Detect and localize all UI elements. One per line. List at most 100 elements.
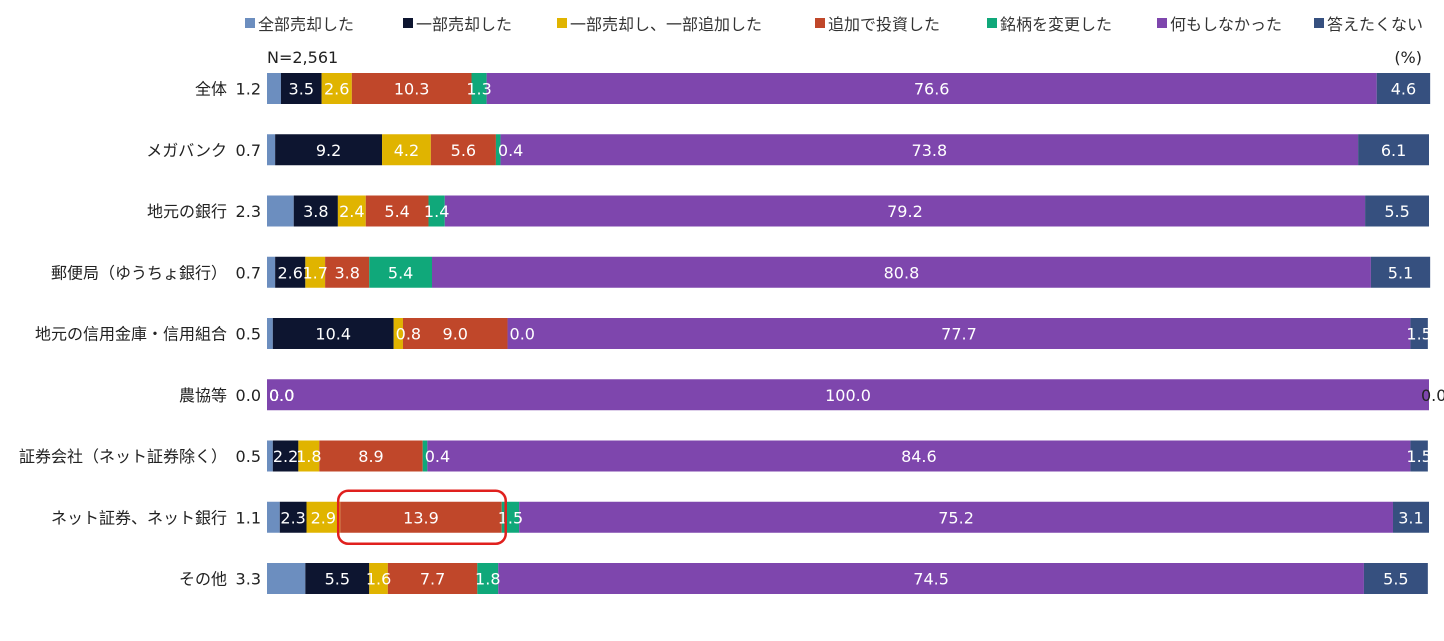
data-label: 0.0 bbox=[236, 386, 261, 405]
bar-segment bbox=[393, 318, 403, 349]
bar-segment bbox=[1410, 440, 1428, 472]
bar-segment bbox=[432, 256, 1371, 288]
bar-segment bbox=[495, 134, 501, 166]
bar-segment bbox=[1363, 563, 1428, 594]
bar-segment bbox=[319, 440, 423, 472]
bars bbox=[267, 73, 1431, 594]
bar-segment bbox=[321, 73, 352, 104]
data-label: 0.7 bbox=[236, 263, 261, 282]
category-label: 郵便局（ゆうちょ銀行） bbox=[51, 263, 227, 282]
data-label: 0.4 bbox=[425, 447, 450, 466]
category-label: 証券会社（ネット証券除く） bbox=[19, 447, 227, 466]
bar-segment bbox=[340, 501, 502, 533]
bar-segment bbox=[428, 195, 445, 227]
bar-segment bbox=[1358, 134, 1429, 166]
bar-segment bbox=[325, 256, 370, 288]
bar-segment bbox=[267, 501, 280, 533]
data-label: 2.3 bbox=[236, 202, 261, 221]
bar-segment bbox=[402, 318, 508, 349]
data-label: 84.6 bbox=[901, 447, 937, 466]
bar-segment bbox=[279, 501, 307, 533]
data-label: 6.1 bbox=[1381, 141, 1406, 160]
bar-segment bbox=[430, 134, 496, 166]
bar-segment bbox=[486, 73, 1377, 104]
bar-segment bbox=[267, 318, 273, 349]
data-label: 2.4 bbox=[339, 202, 364, 221]
bar-segment bbox=[365, 195, 429, 227]
data-label: 80.8 bbox=[884, 263, 920, 282]
legend-label: 答えたくない bbox=[1327, 15, 1423, 34]
data-label: 3.1 bbox=[1398, 508, 1423, 527]
category-label: 全体 bbox=[195, 80, 227, 99]
bar-segment bbox=[305, 563, 370, 594]
category-label: 農協等 bbox=[179, 386, 227, 405]
legend-swatch bbox=[1314, 18, 1324, 28]
bar-segment bbox=[272, 440, 299, 472]
data-label: 9.0 bbox=[443, 325, 468, 344]
bar-segment bbox=[267, 134, 276, 166]
data-label: 3.8 bbox=[303, 202, 328, 221]
data-label: 1.8 bbox=[475, 570, 500, 589]
data-label: 75.2 bbox=[938, 508, 974, 527]
bar-segment bbox=[351, 73, 472, 104]
data-labels: N=2,561 (%) 全体 1.2 3.5 2.6 10.3 1.3 76.6 4.6 メガバンク… bbox=[19, 48, 1444, 589]
bar-segment bbox=[298, 440, 320, 472]
data-label: 10.3 bbox=[394, 80, 430, 99]
data-label: 2.3 bbox=[280, 508, 305, 527]
data-label: 76.6 bbox=[914, 80, 950, 99]
bar-segment bbox=[267, 379, 1429, 411]
data-label: 1.7 bbox=[302, 263, 327, 282]
data-label: 0.0 bbox=[269, 386, 294, 405]
data-label: 1.4 bbox=[424, 202, 449, 221]
data-label: 0.0 bbox=[1421, 386, 1444, 405]
bar-segment bbox=[306, 501, 341, 533]
data-label: 1.8 bbox=[296, 447, 321, 466]
legend-swatch bbox=[557, 18, 567, 28]
category-label: その他 bbox=[179, 570, 227, 589]
bar-segment bbox=[477, 563, 499, 594]
bar-segment bbox=[280, 73, 322, 104]
bar-segment bbox=[500, 134, 1359, 166]
category-label: 地元の銀行 bbox=[147, 202, 227, 221]
data-label: 7.7 bbox=[420, 570, 445, 589]
bar-segment bbox=[444, 195, 1366, 227]
bar-segment bbox=[272, 318, 394, 349]
legend-swatch bbox=[1157, 18, 1167, 28]
bar-segment bbox=[267, 73, 281, 104]
data-label: 5.4 bbox=[384, 202, 409, 221]
legend-swatch bbox=[245, 18, 255, 28]
bar-segment bbox=[275, 134, 383, 166]
bar-segment bbox=[305, 256, 326, 288]
legend: 全部売却した 一部売却した 一部売却し、一部追加した 追加で投資した 銘柄を変更した 何も… bbox=[245, 15, 1423, 34]
data-label: 5.5 bbox=[325, 570, 350, 589]
bar-segment bbox=[498, 563, 1364, 594]
data-label: 1.3 bbox=[466, 80, 491, 99]
data-label: 4.6 bbox=[1391, 80, 1416, 99]
data-label: 0.0 bbox=[269, 386, 294, 405]
data-label: 1.6 bbox=[366, 570, 391, 589]
data-label: 0.5 bbox=[236, 325, 261, 344]
bar-segment bbox=[507, 318, 1411, 349]
n-label: N=2,561 bbox=[267, 48, 338, 67]
data-label: 0.0 bbox=[269, 386, 294, 405]
data-label: 0.0 bbox=[510, 325, 535, 344]
legend-label: 一部売却した bbox=[416, 15, 512, 34]
bar-segment bbox=[427, 440, 1411, 472]
data-label: 1.5 bbox=[1406, 325, 1431, 344]
data-label: 2.2 bbox=[273, 447, 298, 466]
data-label: 5.1 bbox=[1388, 263, 1413, 282]
data-label: 1.5 bbox=[498, 508, 523, 527]
data-label: 74.5 bbox=[913, 570, 949, 589]
legend-label: 何もしなかった bbox=[1170, 15, 1282, 34]
data-label: 5.5 bbox=[1383, 570, 1408, 589]
data-label: 0.0 bbox=[269, 386, 294, 405]
data-label: 77.7 bbox=[941, 325, 977, 344]
legend-swatch bbox=[815, 18, 825, 28]
data-label: 79.2 bbox=[887, 202, 923, 221]
bar-segment bbox=[1410, 318, 1428, 349]
data-label: 3.3 bbox=[236, 570, 261, 589]
data-label: 2.6 bbox=[278, 263, 303, 282]
bar-segment bbox=[1370, 256, 1431, 288]
